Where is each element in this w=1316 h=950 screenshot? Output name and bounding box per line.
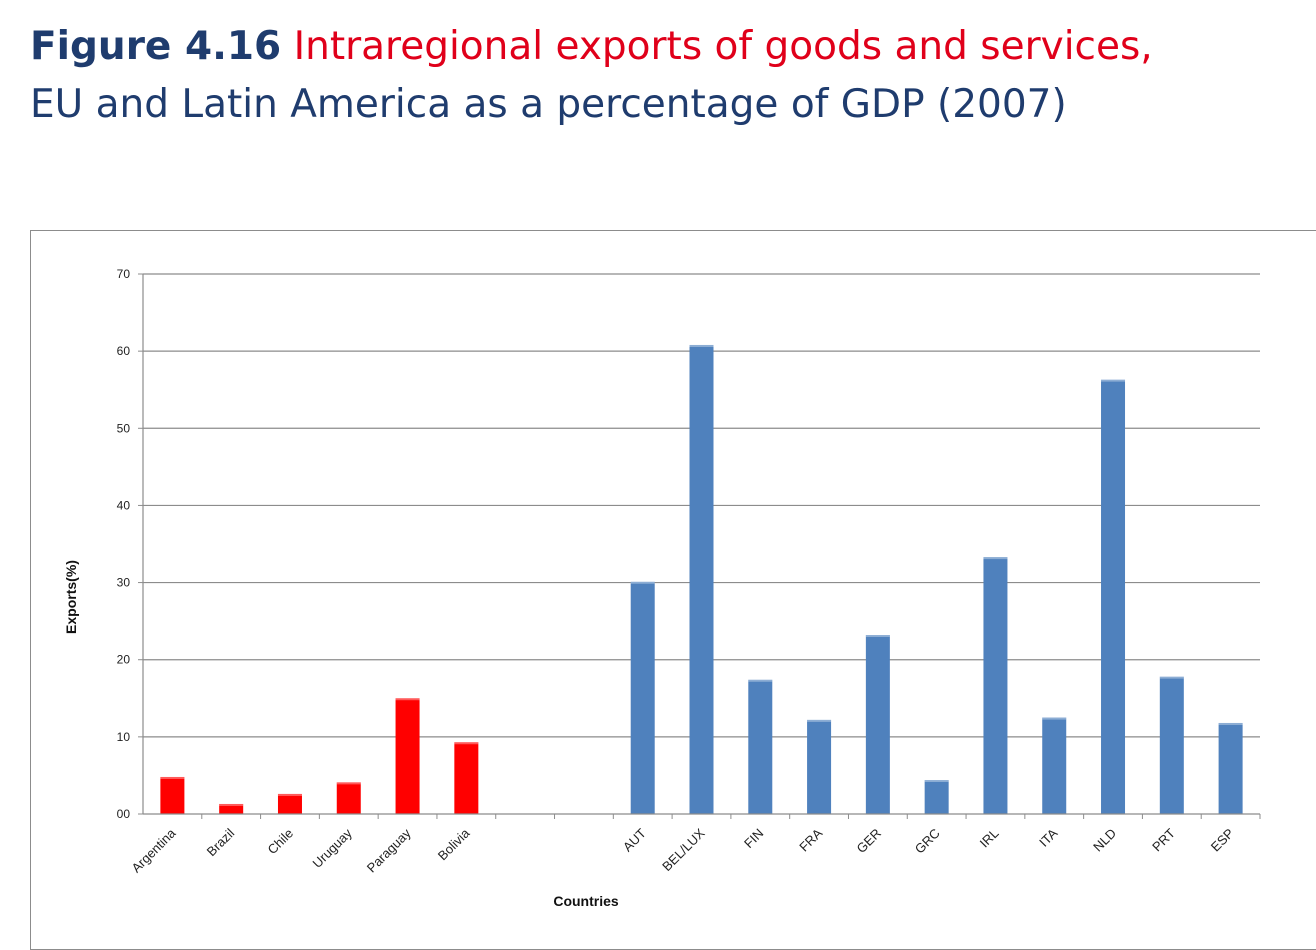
bar-fin: [748, 679, 773, 814]
x-tick-label: Paraguay: [364, 825, 414, 875]
figure-label: Figure 4.16: [30, 24, 282, 69]
bar-argentina: [160, 776, 185, 814]
x-tick-label: NLD: [1090, 826, 1119, 855]
x-tick-label: GER: [853, 826, 884, 857]
bars: [160, 344, 1243, 814]
title-line1: Intraregional exports of goods and servi…: [293, 24, 1153, 69]
bar-bolivia: [454, 742, 479, 814]
x-tick-label: BEL/LUX: [659, 825, 708, 874]
x-axis-label: Countries: [553, 893, 619, 909]
y-tick-label: 70: [117, 267, 131, 281]
x-tick-label: FRA: [796, 825, 825, 854]
y-tick-label: 10: [117, 730, 131, 744]
bar-prt: [1159, 676, 1184, 814]
x-tick-label: Bolivia: [435, 825, 473, 863]
x-tick-label: Argentina: [129, 825, 180, 876]
y-tick-label: 20: [117, 653, 131, 667]
y-tick-label: 60: [117, 344, 131, 358]
page-title: Figure 4.16 Intraregional exports of goo…: [30, 18, 1300, 134]
x-tick-label: ITA: [1036, 825, 1060, 849]
x-tick-label: FIN: [741, 826, 766, 851]
y-tick-labels: 00 10 20 30 40 50 60 70: [117, 267, 131, 821]
x-tick-label: Brazil: [204, 825, 238, 859]
bar-grc: [924, 780, 949, 814]
bar-paraguay: [395, 698, 420, 814]
bar-bel-lux: [689, 344, 714, 814]
y-tick-label: 00: [117, 807, 131, 821]
y-axis-label: Exports(%): [63, 560, 79, 634]
y-tick-label: 30: [117, 576, 131, 590]
bar-uruguay: [336, 782, 361, 814]
bar-fra: [807, 719, 832, 814]
x-tick-label: GRC: [912, 826, 943, 857]
axes: [138, 273, 1261, 819]
x-tick-label: ESP: [1208, 826, 1237, 855]
x-tick-label: AUT: [620, 825, 649, 854]
bar-aut: [630, 581, 655, 814]
title-line2: EU and Latin America as a percentage of …: [30, 82, 1067, 127]
y-tick-label: 40: [117, 498, 131, 512]
bar-brazil: [219, 803, 244, 814]
bar-irl: [983, 557, 1008, 814]
x-tick-label: Chile: [265, 826, 297, 858]
bar-nld: [1101, 379, 1126, 814]
x-tick-label: Uruguay: [310, 825, 356, 871]
x-tick-label: PRT: [1149, 825, 1178, 854]
bar-ger: [865, 635, 890, 814]
x-tick-labels: Argentina Brazil Chile Uruguay Paraguay Boliv…: [129, 825, 1237, 876]
bar-esp: [1218, 722, 1243, 814]
bar-chile: [277, 793, 302, 814]
y-tick-label: 50: [117, 421, 131, 435]
bar-ita: [1042, 717, 1067, 814]
x-tick-label: IRL: [977, 826, 1002, 851]
